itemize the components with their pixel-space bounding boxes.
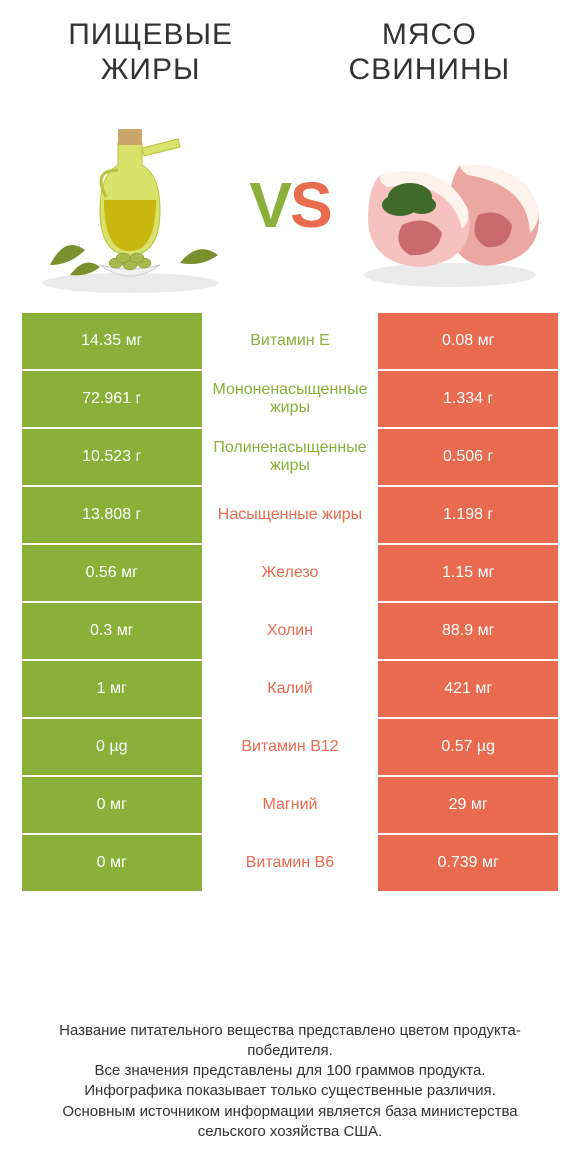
value-right: 0.506 г — [378, 429, 558, 485]
table-row: 14.35 мгВитамин E0.08 мг — [22, 313, 558, 369]
value-left: 0 µg — [22, 719, 202, 775]
value-right: 0.57 µg — [378, 719, 558, 775]
value-right: 421 мг — [378, 661, 558, 717]
table-row: 0 мгВитамин B60.739 мг — [22, 835, 558, 891]
value-right: 0.08 мг — [378, 313, 558, 369]
value-left: 0 мг — [22, 835, 202, 891]
value-right: 1.198 г — [378, 487, 558, 543]
nutrient-label: Холин — [202, 603, 379, 659]
value-left: 72.961 г — [22, 371, 202, 427]
vs-label: VS — [249, 168, 330, 242]
table-row: 72.961 гМононенасыщенные жиры1.334 г — [22, 371, 558, 427]
nutrient-table: 14.35 мгВитамин E0.08 мг72.961 гМононена… — [22, 313, 558, 891]
footer-note: Название питательного вещества представл… — [22, 997, 558, 1174]
vs-s: S — [290, 169, 331, 241]
nutrient-label: Калий — [202, 661, 379, 717]
nutrient-label: Мононенасыщенные жиры — [202, 371, 379, 427]
table-row: 10.523 гПолиненасыщенные жиры0.506 г — [22, 429, 558, 485]
value-left: 14.35 мг — [22, 313, 202, 369]
nutrient-label: Железо — [202, 545, 379, 601]
table-row: 0 мгМагний29 мг — [22, 777, 558, 833]
nutrient-label: Насыщенные жиры — [202, 487, 379, 543]
title-right: МЯСО СВИНИНЫ — [301, 18, 558, 87]
product-image-left — [30, 115, 230, 295]
product-image-right — [350, 115, 550, 295]
value-left: 10.523 г — [22, 429, 202, 485]
table-row: 0.3 мгХолин88.9 мг — [22, 603, 558, 659]
nutrient-label: Витамин E — [202, 313, 379, 369]
value-left: 1 мг — [22, 661, 202, 717]
vs-v: V — [249, 169, 290, 241]
nutrient-label: Полиненасыщенные жиры — [202, 429, 379, 485]
value-left: 13.808 г — [22, 487, 202, 543]
value-right: 88.9 мг — [378, 603, 558, 659]
nutrient-label: Витамин B6 — [202, 835, 379, 891]
table-row: 13.808 гНасыщенные жиры1.198 г — [22, 487, 558, 543]
table-row: 0.56 мгЖелезо1.15 мг — [22, 545, 558, 601]
title-left: ПИЩЕВЫЕ ЖИРЫ — [22, 18, 279, 87]
nutrient-label: Витамин B12 — [202, 719, 379, 775]
value-left: 0.3 мг — [22, 603, 202, 659]
nutrient-label: Магний — [202, 777, 379, 833]
table-row: 0 µgВитамин B120.57 µg — [22, 719, 558, 775]
value-left: 0.56 мг — [22, 545, 202, 601]
value-right: 1.334 г — [378, 371, 558, 427]
value-right: 0.739 мг — [378, 835, 558, 891]
value-right: 1.15 мг — [378, 545, 558, 601]
table-row: 1 мгКалий421 мг — [22, 661, 558, 717]
value-left: 0 мг — [22, 777, 202, 833]
value-right: 29 мг — [378, 777, 558, 833]
